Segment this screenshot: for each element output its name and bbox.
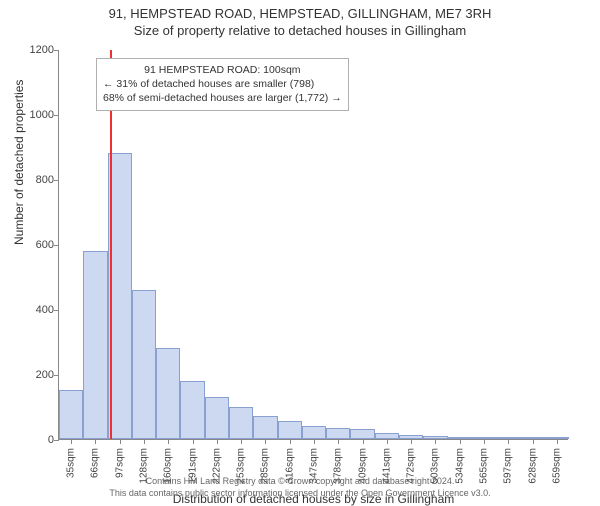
x-tick-mark — [95, 439, 96, 444]
x-tick-label: 66sqm — [90, 448, 101, 478]
y-tick-mark — [54, 180, 59, 181]
histogram-bar — [278, 421, 302, 439]
histogram-bar — [253, 416, 277, 439]
y-tick-label: 600 — [36, 239, 54, 251]
annotation-line: ← 31% of detached houses are smaller (79… — [103, 77, 342, 91]
histogram-bar — [132, 290, 156, 440]
x-tick-mark — [314, 439, 315, 444]
x-tick-mark — [71, 439, 72, 444]
page-title: 91, HEMPSTEAD ROAD, HEMPSTEAD, GILLINGHA… — [0, 6, 600, 21]
x-tick-mark — [508, 439, 509, 444]
y-axis-label: Number of detached properties — [12, 80, 26, 245]
title-block: 91, HEMPSTEAD ROAD, HEMPSTEAD, GILLINGHA… — [0, 0, 600, 38]
x-tick-mark — [217, 439, 218, 444]
plot-region: 02004006008001000120035sqm66sqm97sqm128s… — [58, 50, 568, 440]
histogram-bar — [350, 429, 374, 439]
x-tick-mark — [387, 439, 388, 444]
histogram-bar — [229, 407, 253, 440]
x-tick-mark — [533, 439, 534, 444]
x-tick-mark — [460, 439, 461, 444]
x-tick-mark — [435, 439, 436, 444]
x-tick-mark — [411, 439, 412, 444]
y-tick-mark — [54, 310, 59, 311]
y-tick-mark — [54, 245, 59, 246]
y-tick-label: 1200 — [30, 44, 54, 56]
annotation-line: 91 HEMPSTEAD ROAD: 100sqm — [103, 63, 342, 77]
histogram-bar — [302, 426, 326, 439]
y-tick-label: 800 — [36, 174, 54, 186]
x-tick-mark — [557, 439, 558, 444]
annotation-box: 91 HEMPSTEAD ROAD: 100sqm← 31% of detach… — [96, 58, 349, 111]
x-tick-mark — [144, 439, 145, 444]
y-tick-mark — [54, 115, 59, 116]
x-tick-label: 97sqm — [114, 448, 125, 478]
page-subtitle: Size of property relative to detached ho… — [0, 23, 600, 38]
x-tick-mark — [338, 439, 339, 444]
histogram-bar — [180, 381, 204, 440]
histogram-bar — [83, 251, 107, 440]
y-tick-label: 400 — [36, 304, 54, 316]
x-tick-label: 35sqm — [66, 448, 77, 478]
y-tick-mark — [54, 440, 59, 441]
histogram-chart: 02004006008001000120035sqm66sqm97sqm128s… — [58, 50, 568, 440]
annotation-line: 68% of semi-detached houses are larger (… — [103, 91, 342, 105]
x-tick-mark — [363, 439, 364, 444]
x-tick-mark — [290, 439, 291, 444]
x-tick-mark — [193, 439, 194, 444]
x-tick-mark — [241, 439, 242, 444]
y-tick-mark — [54, 50, 59, 51]
x-tick-mark — [265, 439, 266, 444]
x-tick-mark — [484, 439, 485, 444]
footer-licence: This data contains public sector informa… — [0, 488, 600, 498]
x-tick-mark — [120, 439, 121, 444]
histogram-bar — [59, 390, 83, 439]
y-tick-label: 1000 — [30, 109, 54, 121]
y-tick-mark — [54, 375, 59, 376]
footer-copyright: Contains HM Land Registry data © Crown c… — [0, 476, 600, 486]
histogram-bar — [156, 348, 180, 439]
histogram-bar — [205, 397, 229, 439]
histogram-bar — [326, 428, 350, 439]
y-tick-label: 200 — [36, 369, 54, 381]
x-tick-mark — [168, 439, 169, 444]
